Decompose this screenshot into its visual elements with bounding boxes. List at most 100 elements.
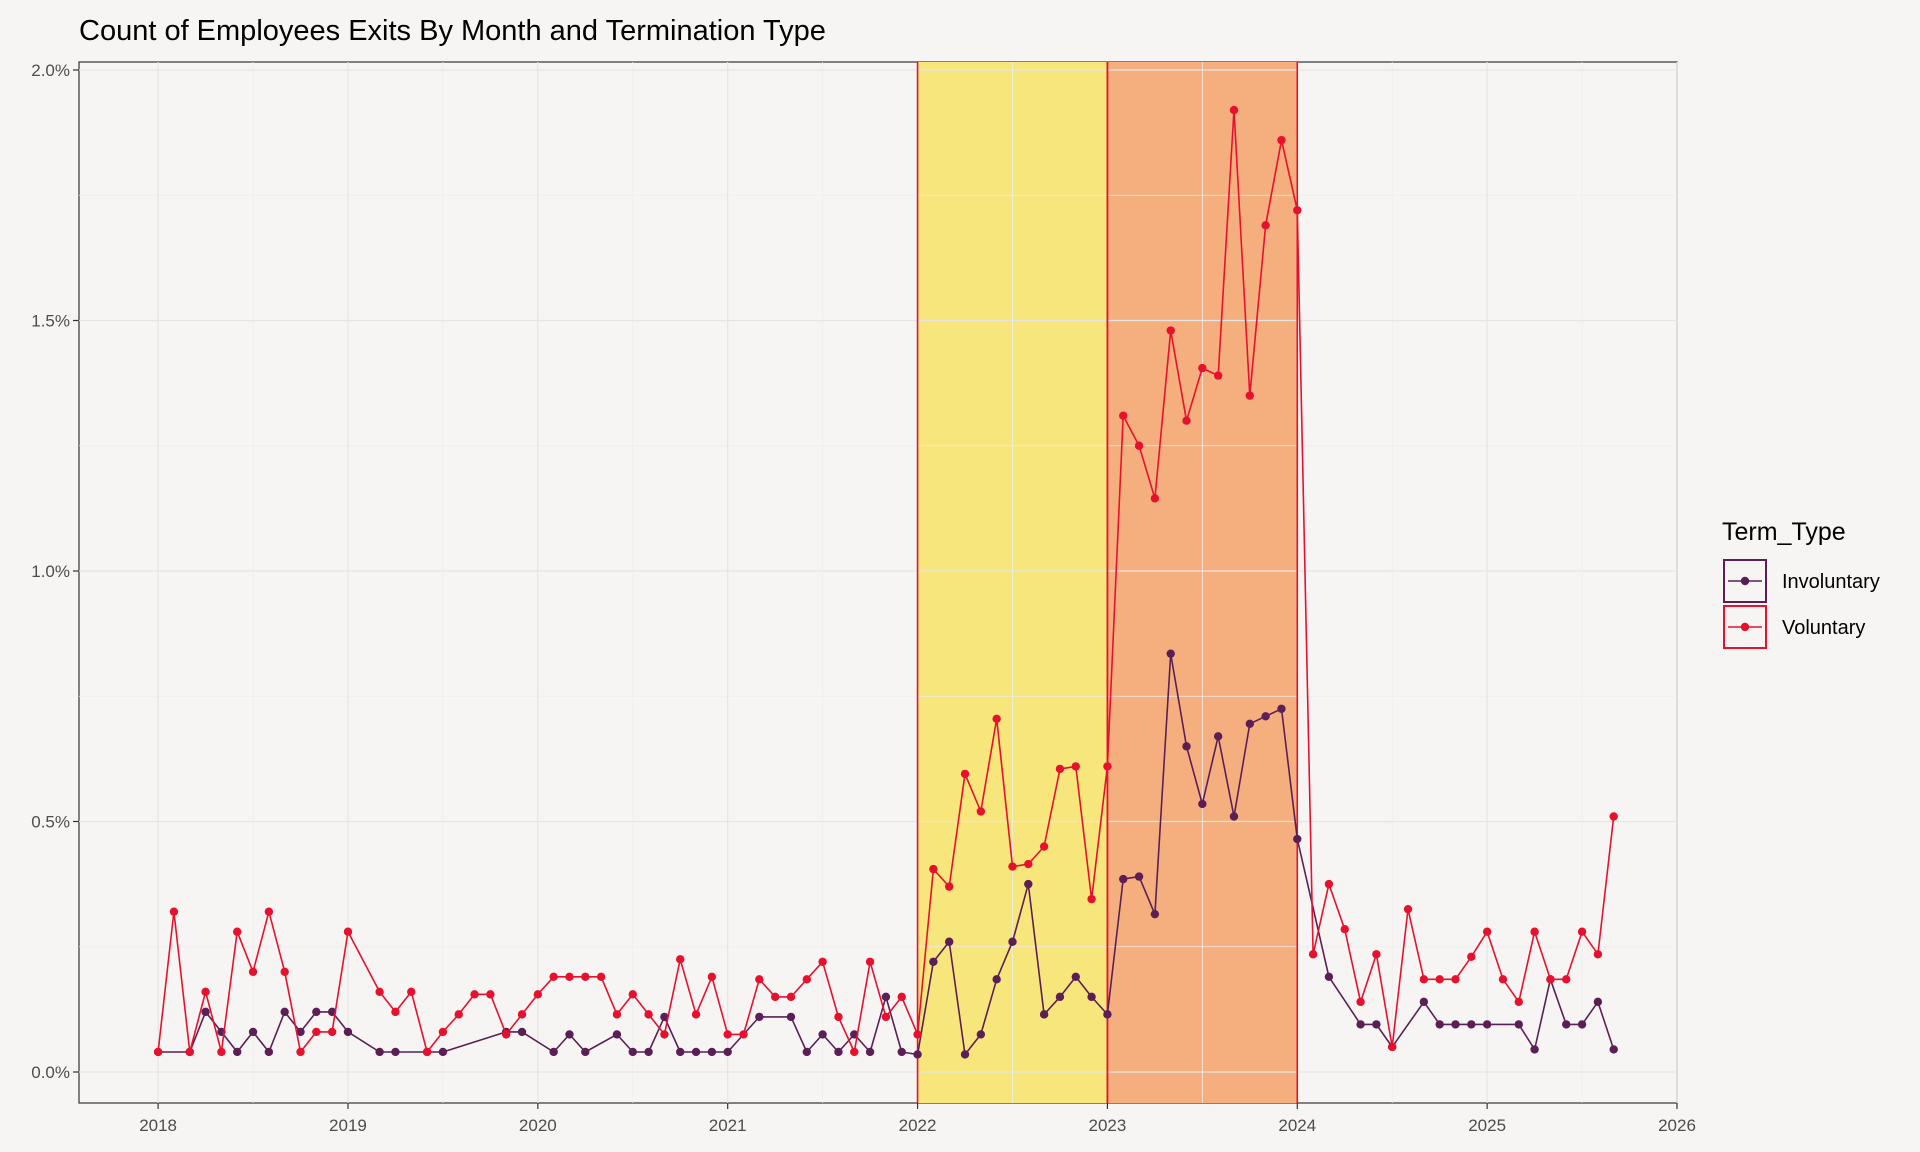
data-point-involuntary: [1071, 972, 1080, 982]
data-point-involuntary: [1356, 1020, 1365, 1029]
data-point-involuntary: [438, 1047, 448, 1057]
data-point-voluntary: [1182, 416, 1191, 425]
data-point-involuntary: [517, 1027, 527, 1037]
data-point-involuntary: [786, 1012, 796, 1022]
data-point-involuntary: [312, 1007, 321, 1017]
data-point-voluntary: [1055, 764, 1065, 774]
data-point-involuntary: [1372, 1020, 1381, 1029]
data-point-voluntary: [533, 990, 543, 999]
data-point-involuntary: [1182, 742, 1191, 751]
data-point-voluntary: [644, 1010, 653, 1019]
data-point-involuntary: [1119, 874, 1128, 884]
data-point-voluntary: [1451, 975, 1460, 984]
data-point-voluntary: [217, 1047, 226, 1057]
data-point-voluntary: [343, 927, 353, 936]
data-point-involuntary: [343, 1027, 353, 1037]
data-point-involuntary: [391, 1047, 400, 1057]
series-line-voluntary: [157, 109, 1615, 1053]
chart-title: Count of Employees Exits By Month and Te…: [79, 15, 826, 47]
data-point-voluntary: [233, 927, 242, 936]
data-point-voluntary: [723, 1030, 732, 1039]
series-lines: [153, 105, 1618, 1059]
data-point-involuntary: [1482, 1020, 1492, 1029]
data-point-voluntary: [596, 972, 606, 982]
legend-key-point: [1740, 622, 1750, 632]
data-point-voluntary: [1213, 371, 1223, 380]
data-point-involuntary: [897, 1047, 906, 1057]
data-point-involuntary: [818, 1030, 827, 1039]
data-point-voluntary: [1229, 105, 1239, 115]
data-point-voluntary: [470, 990, 479, 999]
data-point-voluntary: [248, 967, 258, 976]
data-point-voluntary: [201, 987, 210, 997]
data-point-voluntary: [312, 1027, 321, 1037]
data-point-voluntary: [1277, 135, 1286, 145]
data-point-voluntary: [1119, 411, 1128, 420]
legend: Term_Type Involuntary Voluntary: [1722, 518, 1880, 649]
data-point-involuntary: [1324, 972, 1334, 982]
data-point-voluntary: [1577, 927, 1587, 936]
data-point-voluntary: [1498, 975, 1508, 984]
data-point-voluntary: [1166, 326, 1175, 335]
data-point-voluntary: [1562, 975, 1571, 984]
data-point-voluntary: [185, 1047, 194, 1057]
data-point-involuntary: [549, 1047, 558, 1057]
data-point-voluntary: [802, 975, 812, 984]
data-point-voluntary: [1308, 950, 1318, 959]
data-point-voluntary: [422, 1047, 432, 1057]
data-point-voluntary: [739, 1030, 748, 1039]
data-point-involuntary: [1039, 1010, 1049, 1019]
data-point-involuntary: [1087, 992, 1096, 1002]
data-point-voluntary: [1024, 859, 1033, 869]
data-point-involuntary: [1467, 1020, 1476, 1029]
data-point-voluntary: [264, 907, 274, 916]
data-point-involuntary: [1229, 812, 1239, 821]
legend-title: Term_Type: [1722, 518, 1846, 546]
x-tick-label: 2025: [1468, 1116, 1506, 1135]
data-point-voluntary: [1546, 975, 1555, 984]
data-point-involuntary: [660, 1012, 669, 1022]
x-tick-label: 2022: [899, 1116, 937, 1135]
axes: 0.0% 0.5% 1.0% 1.5% 2.0% 2018 2019 2020 2021 2022…: [31, 61, 1696, 1135]
data-point-involuntary: [755, 1012, 764, 1022]
data-point-involuntary: [1514, 1020, 1523, 1029]
data-point-voluntary: [944, 882, 954, 891]
data-point-voluntary: [1419, 975, 1429, 984]
data-point-voluntary: [1467, 952, 1476, 961]
data-point-involuntary: [628, 1047, 637, 1057]
data-point-involuntary: [1530, 1045, 1539, 1054]
data-point-voluntary: [850, 1047, 859, 1057]
data-point-voluntary: [296, 1047, 305, 1057]
legend-label-involuntary: Involuntary: [1782, 571, 1880, 593]
grid-lines: [79, 62, 1678, 1103]
data-point-voluntary: [929, 864, 938, 874]
data-point-involuntary: [581, 1047, 590, 1057]
data-point-involuntary: [944, 937, 954, 946]
data-point-involuntary: [802, 1047, 812, 1057]
y-tick-label: 2.0%: [31, 61, 70, 80]
data-point-involuntary: [865, 1047, 875, 1057]
x-tick-label: 2020: [519, 1116, 557, 1135]
data-point-involuntary: [707, 1047, 717, 1057]
data-point-voluntary: [375, 987, 384, 997]
x-tick-label: 2018: [139, 1116, 177, 1135]
data-point-involuntary: [264, 1047, 274, 1057]
data-point-voluntary: [1293, 206, 1302, 215]
data-point-voluntary: [280, 967, 289, 976]
data-point-involuntary: [233, 1047, 242, 1057]
data-point-voluntary: [881, 1012, 891, 1022]
data-point-involuntary: [960, 1050, 970, 1059]
y-tick-label: 1.5%: [31, 312, 70, 331]
data-point-involuntary: [913, 1050, 922, 1059]
y-tick-label: 0.5%: [31, 813, 70, 832]
data-point-voluntary: [486, 990, 495, 999]
data-point-involuntary: [1577, 1020, 1587, 1029]
data-point-voluntary: [1609, 812, 1618, 821]
x-tick-label: 2019: [329, 1116, 367, 1135]
data-point-involuntary: [1245, 719, 1255, 729]
x-tick-label: 2021: [709, 1116, 747, 1135]
data-point-involuntary: [1198, 799, 1207, 809]
series-involuntary: [153, 649, 1618, 1059]
data-point-involuntary: [834, 1047, 843, 1057]
data-point-involuntary: [1103, 1010, 1112, 1019]
